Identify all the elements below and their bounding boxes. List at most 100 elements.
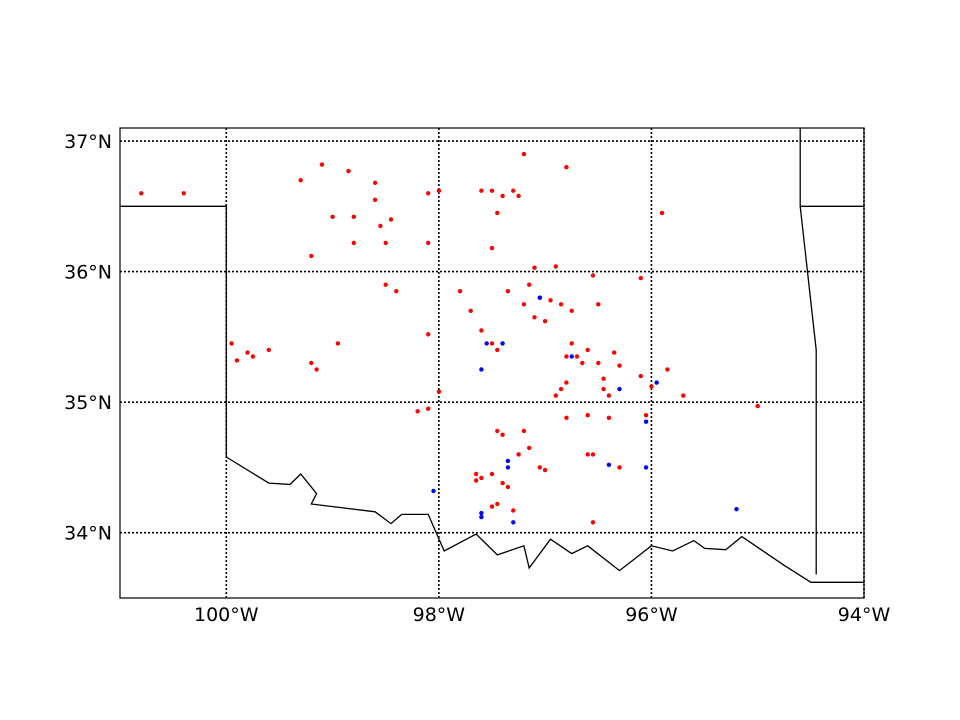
red-station-point: [617, 465, 622, 470]
red-station-point: [505, 484, 511, 490]
blue-station-point: [569, 354, 574, 359]
red-station-point: [527, 282, 532, 287]
red-station-point: [426, 332, 431, 337]
red-station-point: [500, 480, 505, 486]
red-station-point: [521, 302, 527, 307]
blue-station-point: [479, 367, 484, 372]
red-station-point: [511, 188, 516, 193]
red-station-point: [596, 302, 601, 307]
red-station-point: [585, 452, 590, 457]
red-station-point: [319, 162, 325, 167]
red-station-point: [309, 253, 314, 259]
meridian-label: 98°W: [413, 604, 466, 626]
red-station-point: [245, 350, 250, 355]
red-station-point: [489, 504, 495, 509]
red-station-point: [659, 210, 665, 216]
red-station-point: [479, 475, 484, 481]
red-station-point: [351, 240, 356, 246]
red-station-point: [426, 240, 431, 246]
red-station-point: [585, 413, 590, 418]
red-station-point: [479, 328, 484, 333]
red-station-point: [383, 282, 388, 287]
red-station-point: [521, 151, 527, 157]
blue-station-point: [643, 419, 649, 424]
red-station-point: [489, 341, 495, 346]
red-station-point: [394, 289, 399, 294]
red-station-point: [532, 315, 537, 320]
red-station-point: [495, 347, 500, 353]
graticule: [120, 128, 865, 598]
red-station-point: [590, 273, 596, 278]
red-station-point: [521, 428, 527, 434]
red-station-point: [638, 373, 643, 379]
red-station-point: [585, 347, 590, 353]
state-borders: [120, 128, 864, 583]
meridian-label: 94°W: [838, 604, 891, 626]
red-station-point: [436, 389, 442, 394]
red-station-point: [139, 191, 144, 196]
red-station-point: [532, 265, 537, 270]
red-station-point: [537, 465, 542, 470]
red-station-point: [378, 223, 383, 229]
red-station-point: [527, 445, 532, 451]
red-station-point: [564, 415, 569, 420]
red-station-point: [564, 354, 569, 359]
blue-station-point: [606, 462, 612, 467]
red-station-point: [479, 188, 484, 193]
red-station-point: [351, 214, 356, 219]
blue-station-point: [479, 514, 484, 520]
red-station-point: [649, 384, 654, 389]
red-station-point: [250, 354, 256, 359]
blue-station-point: [511, 520, 516, 525]
border-line: [120, 205, 227, 457]
red-station-point: [596, 360, 601, 366]
red-station-point: [601, 386, 606, 392]
red-station-point: [569, 341, 574, 346]
parallel-label: 36°N: [64, 262, 112, 284]
red-station-point: [426, 191, 431, 196]
red-station-point: [569, 308, 574, 313]
blue-station-point: [484, 341, 489, 346]
meridian-label: 100°W: [194, 604, 259, 626]
red-station-point: [665, 367, 670, 372]
red-station-point: [542, 467, 548, 473]
red-station-point: [372, 180, 378, 185]
red-station-point: [495, 501, 500, 507]
red-station-point: [601, 376, 606, 381]
red-station-point: [511, 508, 516, 513]
red-station-point: [372, 197, 378, 202]
red-station-point: [330, 214, 335, 219]
red-station-point: [234, 358, 240, 363]
red-station-point: [606, 415, 612, 420]
blue-station-point: [617, 386, 622, 392]
red-station-point: [558, 386, 564, 392]
red-station-point: [516, 193, 521, 199]
blue-station-point: [431, 488, 436, 494]
red-station-point: [590, 452, 596, 457]
blue-station-point: [654, 380, 659, 385]
red-station-point: [229, 341, 234, 346]
red-station-point: [643, 413, 649, 418]
meridian-label: 96°W: [625, 604, 678, 626]
red-station-point: [606, 393, 612, 398]
red-station-point: [755, 403, 760, 409]
red-station-point: [500, 432, 505, 437]
red-station-point: [388, 217, 394, 222]
red-station-point: [335, 341, 341, 346]
red-station-point: [457, 289, 463, 294]
map-frame: [119, 127, 865, 599]
red-station-point: [558, 302, 564, 307]
parallel-label: 37°N: [64, 131, 112, 153]
red-station-point: [617, 363, 622, 368]
red-station-point: [495, 428, 500, 434]
red-station-point: [516, 452, 521, 457]
red-station-point: [415, 409, 420, 414]
red-station-point: [309, 360, 314, 366]
red-station-point: [181, 191, 186, 196]
red-station-point: [489, 245, 495, 251]
red-station-point: [681, 393, 686, 398]
station-points: [139, 151, 760, 525]
red-station-point: [574, 354, 580, 359]
red-station-point: [426, 406, 431, 411]
